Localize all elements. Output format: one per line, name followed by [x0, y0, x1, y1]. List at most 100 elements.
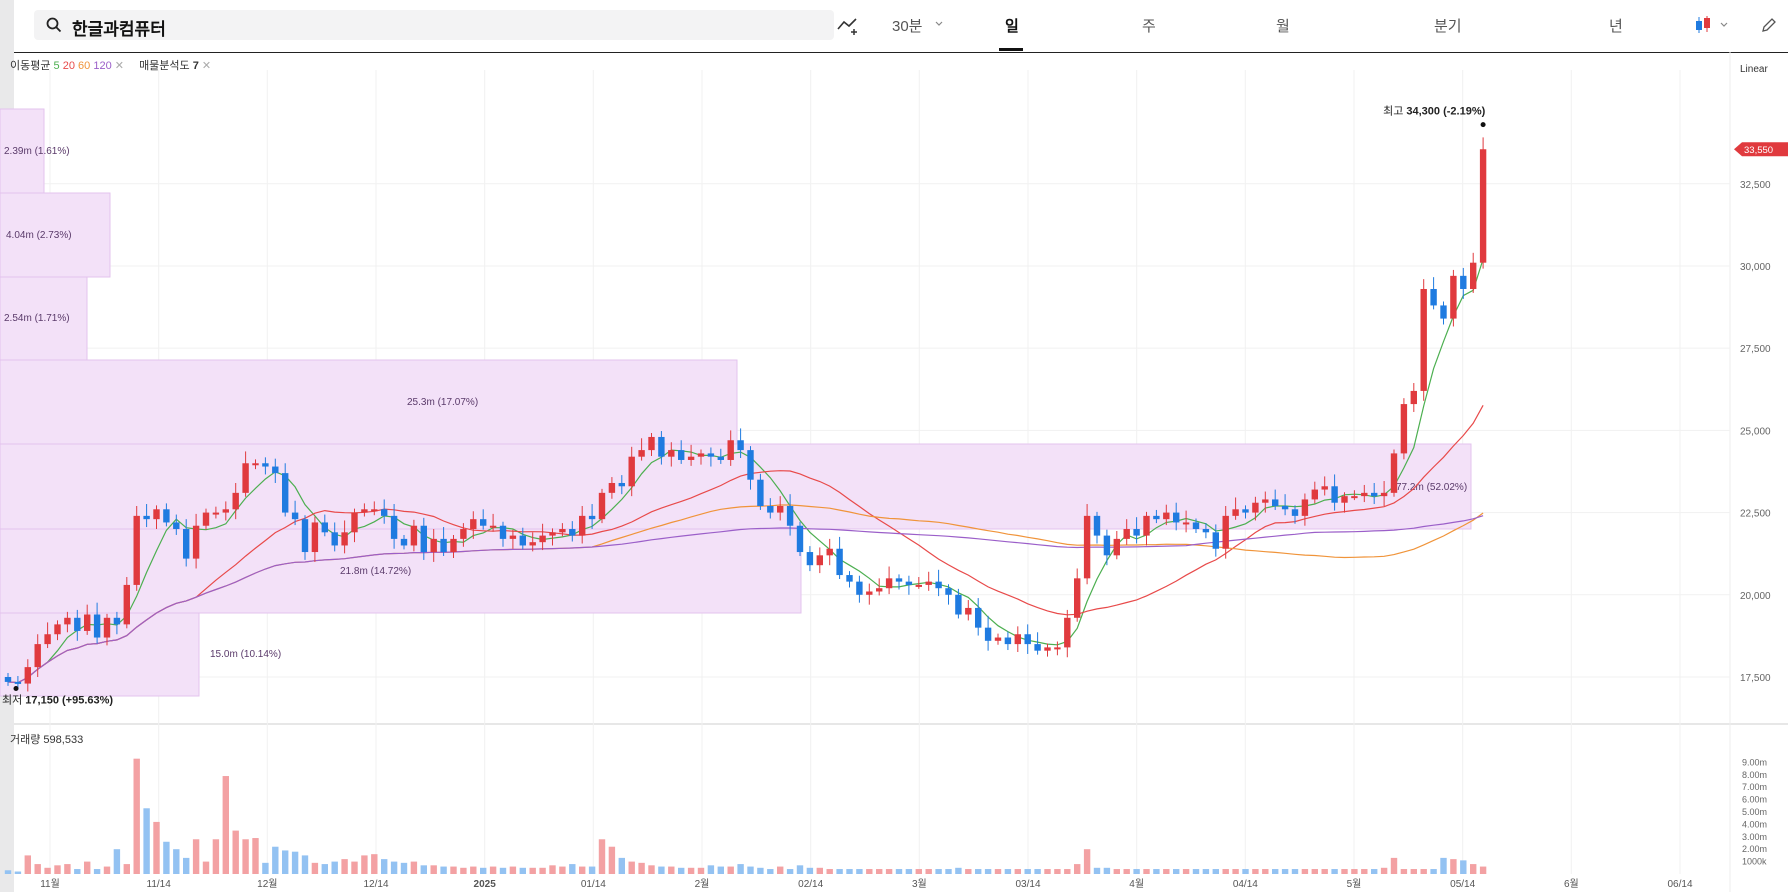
current-price-value: 33,550: [1744, 145, 1773, 156]
tab-year[interactable]: 년: [1609, 18, 1623, 35]
chevron-down-icon[interactable]: [934, 20, 944, 28]
tab-week[interactable]: 주: [1142, 18, 1156, 35]
price-chart[interactable]: 11월 11/14 12월 12/14 2025 01/14 2월 02/14 3월 03/14 4…: [0, 52, 1788, 892]
volume-bar: [1212, 869, 1219, 874]
tab-month[interactable]: 월: [1276, 18, 1290, 35]
candlestick-type-icon[interactable]: [1694, 14, 1734, 36]
volume-bar: [1311, 869, 1318, 874]
candle: [470, 519, 477, 530]
candle: [499, 525, 507, 539]
candle: [232, 492, 239, 510]
x-axis-label: 03/14: [1015, 879, 1040, 890]
low-label-prefix: 최저: [2, 693, 22, 706]
volume-bar: [1390, 857, 1398, 874]
candle: [202, 512, 210, 526]
candle: [113, 617, 121, 625]
pencil-icon[interactable]: [1760, 16, 1778, 34]
x-axis-label: 4월: [1129, 878, 1144, 890]
volume-bar: [361, 855, 368, 874]
volume-profile-bar: [0, 276, 88, 361]
high-label-value: 34,300 (-2.19%): [1406, 106, 1485, 118]
search-input[interactable]: 한글과컴퓨터: [34, 10, 834, 40]
candle: [786, 506, 794, 526]
price-axis-label: 32,500: [1740, 180, 1771, 191]
volume-bar: [173, 849, 180, 874]
volume-bar: [984, 869, 992, 874]
candle: [74, 617, 81, 631]
candle: [480, 519, 487, 526]
candle: [400, 538, 408, 546]
candle: [519, 535, 526, 546]
price-axis-label: 22,500: [1740, 509, 1771, 520]
candle: [1380, 492, 1388, 497]
candle: [252, 463, 259, 466]
ma-legend: 이동평균 5 20 60 120 ✕ 매물분석도 7 ✕: [10, 57, 211, 73]
tab-quarter[interactable]: 분기: [1434, 18, 1462, 35]
candle: [1301, 499, 1309, 516]
tab-day[interactable]: 일: [1005, 18, 1019, 35]
price-axis-label: 17,500: [1740, 673, 1771, 684]
candle: [1440, 305, 1447, 319]
candle: [697, 453, 705, 457]
candle: [361, 509, 368, 513]
candle: [1123, 529, 1130, 539]
line-tool-icon[interactable]: [836, 16, 862, 36]
candle: [450, 538, 457, 553]
candle: [24, 667, 31, 684]
ma-remove-icon[interactable]: ✕: [114, 60, 124, 72]
volume-profile-remove-icon[interactable]: ✕: [201, 60, 212, 72]
candle: [192, 525, 200, 559]
volume-bar: [499, 867, 507, 874]
volume-bar: [301, 855, 309, 874]
volume-profile-label: 4.04m (2.73%): [6, 230, 72, 241]
x-axis-label: 6월: [1564, 878, 1579, 890]
volume-bar: [1064, 869, 1071, 874]
candle: [777, 506, 784, 513]
candle: [173, 522, 180, 530]
candle: [895, 578, 903, 582]
ma-120: 120: [93, 60, 112, 72]
volume-bar: [1380, 867, 1388, 874]
volume-bar: [668, 866, 675, 874]
candle: [1291, 509, 1299, 516]
volume-bar: [311, 862, 319, 874]
candle: [1074, 578, 1081, 618]
volume-bar: [737, 864, 744, 874]
volume-bar: [232, 830, 239, 874]
volume-bar: [282, 850, 289, 874]
candle: [420, 525, 427, 553]
candle: [103, 617, 111, 638]
candle: [1064, 617, 1071, 648]
volume-bar: [1242, 869, 1249, 874]
candle: [212, 512, 220, 515]
candle: [1054, 647, 1061, 650]
volume-bar: [64, 864, 71, 874]
volume-axis-label: 5.00m: [1742, 807, 1767, 817]
candle: [1371, 492, 1378, 497]
interval-select[interactable]: 30분: [892, 18, 923, 35]
volume-profile-bar: [0, 443, 1472, 530]
candle: [1450, 275, 1457, 319]
volume-bar: [925, 869, 932, 874]
candle: [54, 624, 61, 635]
candle: [866, 591, 873, 595]
candle: [737, 440, 744, 451]
x-axis-label: 2025: [474, 879, 497, 890]
volume-profile-label: 2.54m (1.71%): [4, 313, 70, 324]
price-axis-label: 20,000: [1740, 591, 1771, 602]
volume-bar: [975, 869, 982, 874]
candle: [123, 584, 130, 625]
volume-axis-label: 6.00m: [1742, 795, 1767, 805]
candle: [341, 532, 348, 546]
candle: [1113, 538, 1120, 556]
active-tab-indicator: [999, 48, 1023, 51]
volume-profile-label: 매물분석도: [139, 60, 190, 72]
volume-bar: [747, 866, 754, 874]
volume-bar: [549, 865, 556, 874]
candle: [836, 548, 843, 576]
volume-bar: [1004, 869, 1012, 874]
volume-bar: [192, 839, 200, 874]
candle: [242, 463, 249, 493]
candle: [440, 538, 447, 553]
volume-bar: [1479, 866, 1487, 874]
